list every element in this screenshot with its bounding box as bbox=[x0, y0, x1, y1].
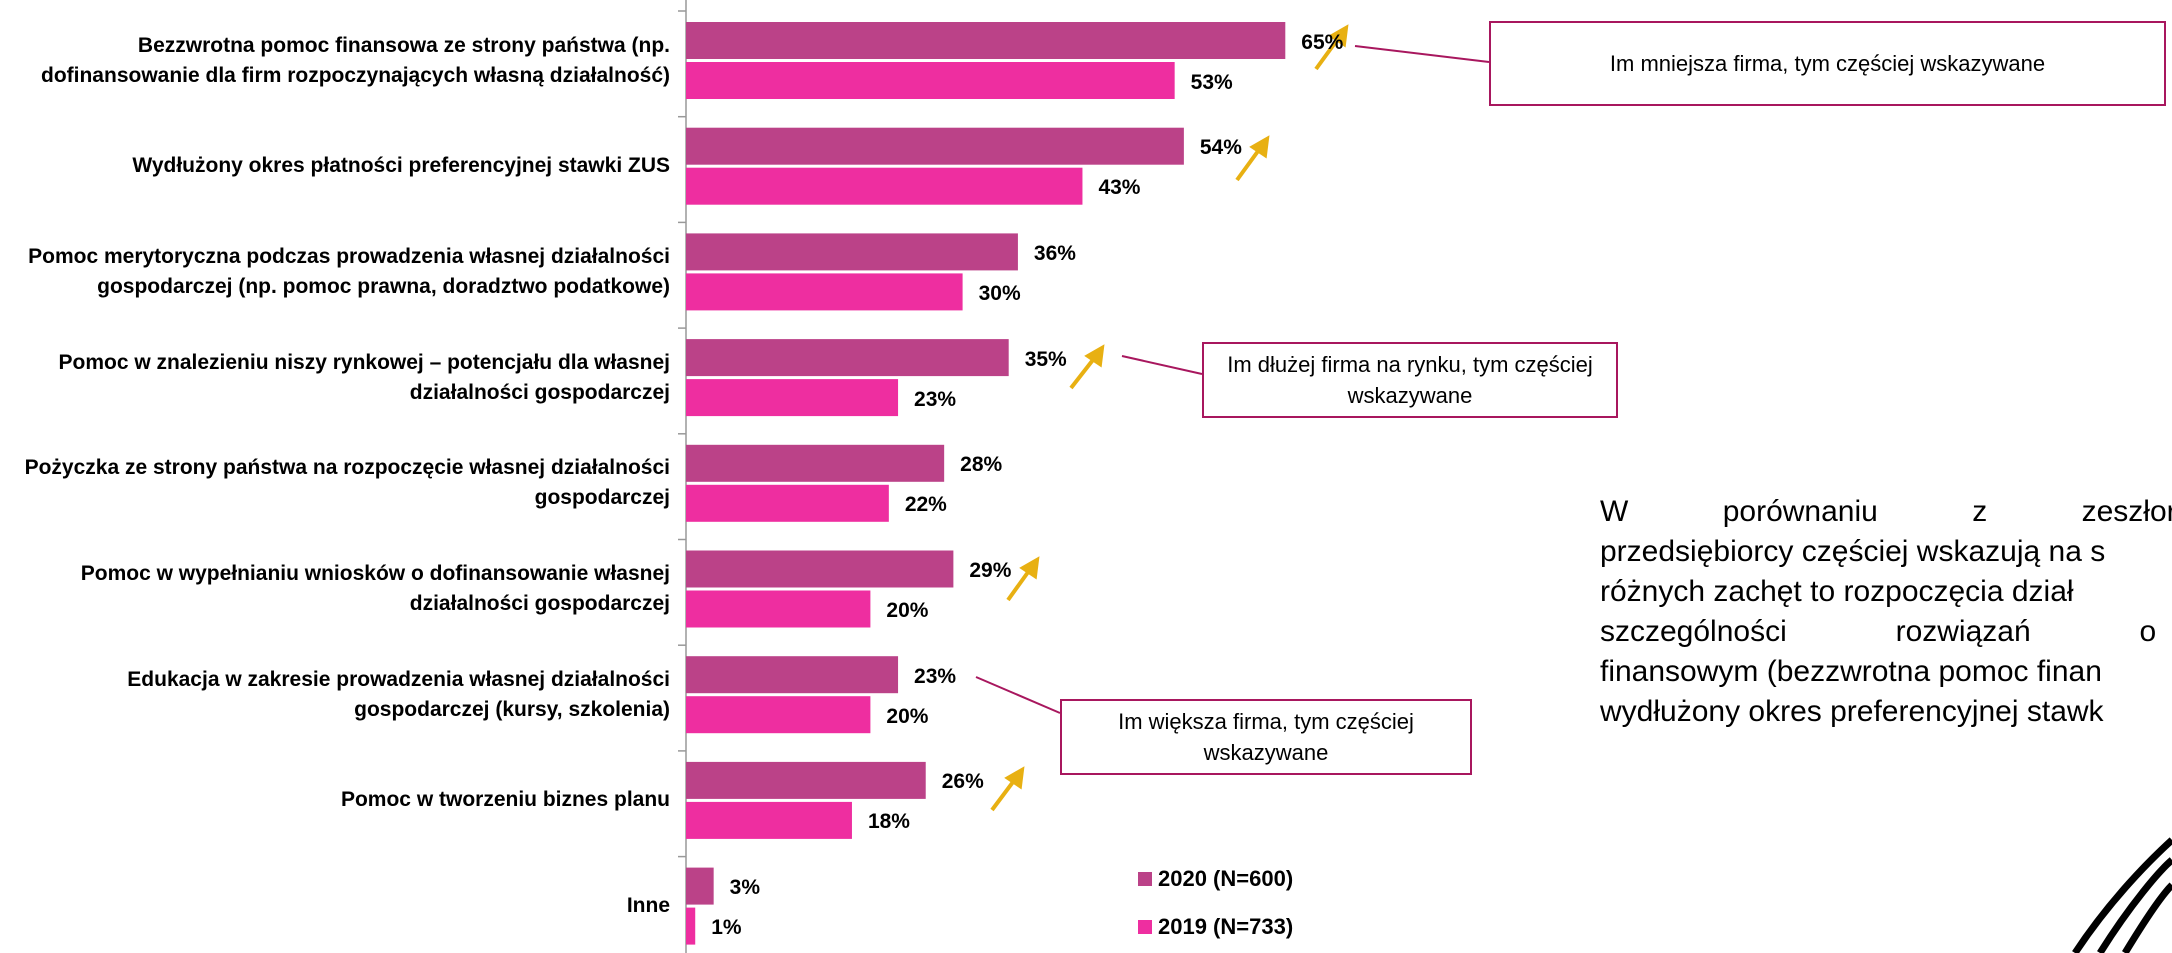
value-label: 36% bbox=[1033, 241, 1076, 265]
bar bbox=[686, 761, 926, 799]
bar bbox=[686, 273, 963, 311]
bar bbox=[686, 339, 1009, 377]
side-text-line: finansowym (bezzwrotna pomoc finan bbox=[1600, 655, 2102, 688]
callout: Im mniejsza firma, tym częściej wskazywa… bbox=[1489, 21, 2166, 106]
side-text-line: wydłużony okres preferencyjnej stawk bbox=[1600, 695, 2104, 728]
bar bbox=[686, 484, 889, 522]
value-label: 18% bbox=[867, 810, 910, 834]
legend-swatch bbox=[1138, 920, 1152, 934]
side-text: W porównaniu z zeszłorocznym przedsiębior… bbox=[1600, 492, 2172, 732]
bar bbox=[686, 379, 899, 417]
value-label: 65% bbox=[1301, 30, 1344, 54]
category-label: Pomoc w znalezieniu niszy rynkowej – pot… bbox=[58, 350, 670, 404]
value-label: 3% bbox=[729, 876, 761, 900]
value-label: 35% bbox=[1024, 347, 1067, 371]
bar bbox=[686, 127, 1184, 165]
category-label: Pożyczka ze strony państwa na rozpoczęci… bbox=[24, 456, 670, 510]
value-label: 26% bbox=[941, 770, 984, 794]
bar bbox=[686, 167, 1083, 205]
bar bbox=[686, 907, 696, 945]
value-label: 30% bbox=[978, 281, 1021, 305]
legend-label: 2019 (N=733) bbox=[1158, 914, 1294, 939]
bar bbox=[686, 696, 871, 734]
side-text-line: przedsiębiorcy częściej wskazują na s bbox=[1600, 535, 2106, 568]
legend-item: 2019 (N=733) bbox=[1138, 914, 1293, 940]
side-text-line: szczególności rozwiązań o c bbox=[1600, 615, 2172, 648]
value-label: 29% bbox=[969, 559, 1012, 582]
side-text-line: W porównaniu z zeszłorocznym bbox=[1600, 495, 2172, 528]
category-label: Edukacja w zakresie prowadzenia własnej … bbox=[127, 667, 670, 721]
bar bbox=[686, 550, 954, 588]
callout: Im dłużej firma na rynku, tym częściej w… bbox=[1202, 342, 1618, 418]
value-label: 20% bbox=[886, 599, 929, 622]
callout: Im większa firma, tym częściej wskazywan… bbox=[1060, 699, 1472, 775]
category-label: Pomoc merytoryczna podczas prowadzenia w… bbox=[28, 244, 670, 298]
value-label: 22% bbox=[904, 493, 947, 517]
trend-arrows bbox=[990, 24, 1349, 812]
value-label: 54% bbox=[1199, 136, 1242, 160]
value-label: 1% bbox=[711, 916, 742, 940]
value-label: 43% bbox=[1098, 176, 1141, 200]
bar bbox=[686, 22, 1286, 59]
bar bbox=[686, 233, 1018, 271]
bar bbox=[686, 656, 899, 694]
category-label: Wydłużony okres płatności preferencyjnej… bbox=[132, 154, 670, 178]
value-label: 28% bbox=[960, 453, 1003, 477]
legend-label: 2020 (N=600) bbox=[1158, 866, 1294, 891]
category-label: Inne bbox=[626, 894, 670, 918]
value-label: 23% bbox=[914, 387, 957, 411]
bar bbox=[686, 801, 852, 839]
value-label: 53% bbox=[1190, 70, 1233, 94]
legend-swatch bbox=[1138, 872, 1152, 886]
side-text-line: różnych zachęt to rozpoczęcia dział bbox=[1600, 575, 2074, 608]
category-label: Bezzwrotna pomoc finansowa ze strony pań… bbox=[41, 33, 670, 87]
bar bbox=[686, 444, 945, 482]
category-label: Pomoc w wypełnianiu wniosków o dofinanso… bbox=[80, 562, 670, 615]
legend-item: 2020 (N=600) bbox=[1138, 866, 1293, 892]
value-label: 23% bbox=[914, 664, 957, 688]
value-label: 20% bbox=[886, 704, 929, 728]
category-label: Pomoc w tworzeniu biznes planu bbox=[340, 788, 670, 812]
bar bbox=[686, 867, 714, 905]
decoration bbox=[2072, 837, 2172, 953]
callout-lines bbox=[975, 45, 1490, 714]
bar bbox=[686, 590, 871, 628]
bar bbox=[686, 62, 1175, 99]
